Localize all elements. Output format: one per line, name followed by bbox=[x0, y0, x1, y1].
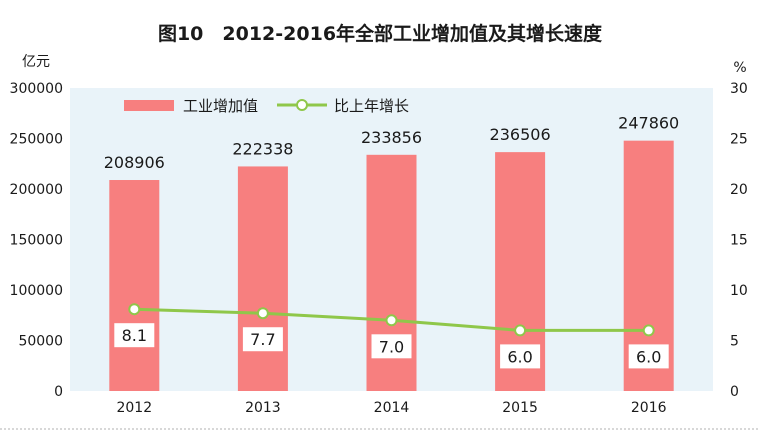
left-tick-label: 50000 bbox=[18, 334, 63, 350]
chart-title: 图10 2012-2016年全部工业增加值及其增长速度 bbox=[158, 22, 603, 45]
line-value-label: 7.7 bbox=[250, 330, 275, 349]
left-axis-ticks: 0 50000 100000 150000 200000 250000 300000 bbox=[10, 81, 63, 400]
line-point bbox=[385, 314, 398, 327]
right-tick-label: 20 bbox=[730, 182, 748, 198]
line-point bbox=[256, 307, 269, 320]
line-point bbox=[128, 303, 141, 316]
left-axis-unit: 亿元 bbox=[22, 54, 50, 70]
bar bbox=[109, 180, 160, 391]
legend-line-label: 比上年增长 bbox=[334, 97, 409, 115]
right-tick-label: 5 bbox=[730, 334, 739, 350]
x-tick-label: 2012 bbox=[116, 400, 152, 416]
left-tick-label: 150000 bbox=[10, 233, 63, 249]
line-value-label: 8.1 bbox=[122, 326, 147, 345]
x-tick-label: 2015 bbox=[502, 400, 538, 416]
line-value-label: 6.0 bbox=[507, 347, 532, 366]
legend: 工业增加值 比上年增长 bbox=[124, 97, 409, 115]
right-axis-ticks: 0 5 10 15 20 25 30 bbox=[730, 81, 748, 400]
bar-value-label: 236506 bbox=[490, 125, 551, 144]
left-tick-label: 250000 bbox=[10, 132, 63, 148]
x-tick-label: 2014 bbox=[374, 400, 410, 416]
line-point bbox=[642, 324, 655, 337]
bar-value-label: 222338 bbox=[232, 139, 293, 158]
line-value-label: 6.0 bbox=[636, 347, 661, 366]
bar-value-label: 233856 bbox=[361, 128, 422, 147]
right-tick-label: 0 bbox=[730, 384, 739, 400]
bar-value-label: 247860 bbox=[618, 114, 679, 133]
legend-line-marker bbox=[296, 99, 308, 111]
right-tick-label: 15 bbox=[730, 233, 748, 249]
bar bbox=[237, 166, 288, 391]
right-tick-label: 10 bbox=[730, 283, 748, 299]
line-label-background bbox=[371, 334, 412, 359]
x-tick-label: 2013 bbox=[245, 400, 281, 416]
line-value-label: 7.0 bbox=[379, 337, 404, 356]
line-label-background bbox=[114, 323, 155, 348]
line-label-background bbox=[628, 344, 669, 369]
left-tick-label: 200000 bbox=[10, 182, 63, 198]
line-label-background bbox=[500, 344, 541, 369]
bar-value-label: 208906 bbox=[104, 153, 165, 172]
left-tick-label: 100000 bbox=[10, 283, 63, 299]
legend-bar-label: 工业增加值 bbox=[183, 97, 258, 115]
right-tick-label: 30 bbox=[730, 81, 748, 97]
right-tick-label: 25 bbox=[730, 132, 748, 148]
left-tick-label: 0 bbox=[54, 384, 63, 400]
x-tick-label: 2016 bbox=[631, 400, 667, 416]
line-series: 8.1 7.7 7.0 6.0 6.0 bbox=[114, 303, 669, 369]
line-label-background bbox=[242, 327, 283, 352]
line-point bbox=[514, 324, 527, 337]
legend-bar-swatch bbox=[124, 100, 174, 111]
left-tick-label: 300000 bbox=[10, 81, 63, 97]
right-axis-unit: % bbox=[733, 60, 746, 76]
x-axis-ticks: 2012 2013 2014 2015 2016 bbox=[116, 400, 666, 416]
